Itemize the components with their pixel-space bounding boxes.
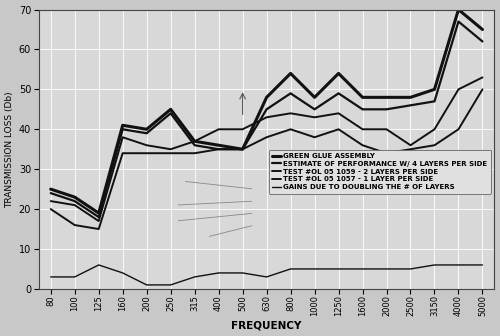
Y-axis label: TRANSMISSION LOSS (Db): TRANSMISSION LOSS (Db): [6, 91, 15, 208]
Legend: GREEN GLUE ASSEMBLY, ESTIMATE OF PERFORMANCE W/ 4 LAYERS PER SIDE, TEST #OL 05 1: GREEN GLUE ASSEMBLY, ESTIMATE OF PERFORM…: [269, 150, 491, 194]
X-axis label: FREQUENCY: FREQUENCY: [232, 321, 302, 330]
